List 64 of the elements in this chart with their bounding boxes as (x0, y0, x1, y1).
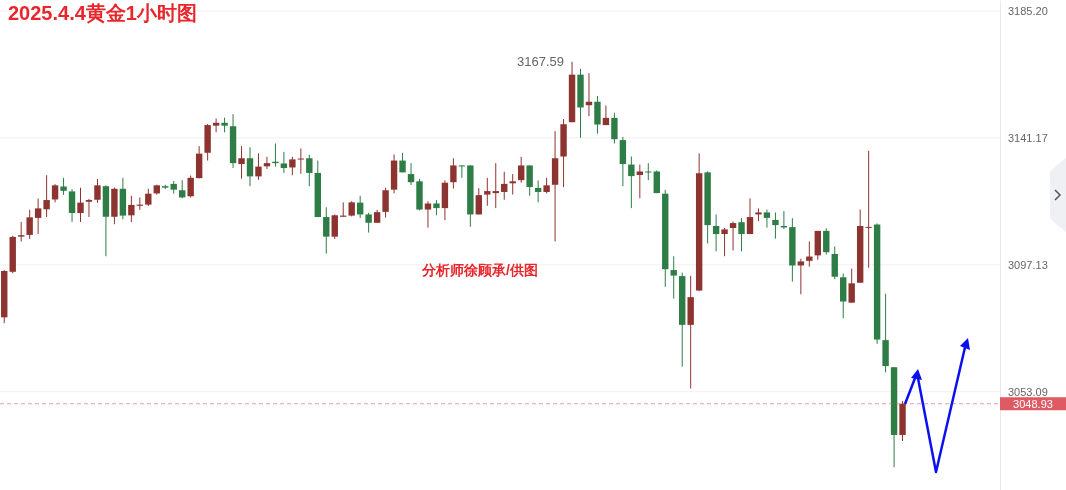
candlestick (475, 187, 483, 215)
candlestick (797, 258, 805, 295)
candlestick (484, 177, 491, 207)
chart-title: 2025.4.4黄金1小时图 (8, 2, 197, 24)
candlestick (517, 156, 525, 184)
candlestick (619, 136, 627, 187)
candlestick (365, 212, 372, 234)
candlestick (187, 175, 194, 198)
annotation: 3167.59 (517, 54, 565, 70)
annotation: 分析师徐顾承/供图 (421, 261, 538, 278)
candlestick (331, 213, 338, 240)
candlestick (628, 156, 635, 209)
candlestick (712, 213, 720, 252)
y-tick-label: 3185.20 (1008, 4, 1048, 17)
candlestick (407, 162, 415, 186)
candlestick (128, 195, 135, 223)
candlestick (85, 198, 93, 218)
candlestick (280, 151, 288, 174)
y-tick-label: 3141.17 (1008, 131, 1048, 144)
candlestick (255, 152, 262, 181)
candlestick (823, 227, 830, 256)
candlestick (458, 164, 466, 179)
candlestick (450, 157, 457, 190)
candlestick (492, 162, 499, 209)
candlestick (509, 173, 516, 196)
candlestick (594, 95, 601, 135)
candlestick (246, 146, 254, 187)
candlestick (238, 145, 245, 180)
candlestick (721, 227, 728, 257)
candlestick (323, 206, 330, 255)
y-tick-label: 3053.09 (1008, 385, 1048, 398)
candlestick (51, 183, 59, 203)
candlestick (763, 209, 771, 229)
candlestick (68, 188, 76, 223)
candlestick (34, 198, 42, 235)
candlestick (17, 221, 25, 243)
candlestick (43, 174, 50, 218)
candlestick (611, 112, 618, 145)
candlestick (746, 197, 754, 235)
candlestick (26, 209, 33, 240)
candlestick (772, 211, 779, 240)
candlestick (645, 162, 652, 181)
candlestick (94, 178, 101, 204)
candlestick (526, 164, 533, 197)
candlestick (212, 117, 220, 133)
candlestick (263, 156, 271, 170)
candlestick (738, 217, 745, 252)
ref-line-label: 3048.93 (1013, 397, 1053, 410)
candlestick (729, 221, 737, 251)
candlestick (77, 187, 84, 223)
candlestick (848, 268, 855, 304)
y-tick-label: 3097.13 (1008, 258, 1048, 271)
candlestick (289, 156, 296, 176)
candlestick (382, 187, 389, 219)
candlestick (297, 147, 305, 175)
candlestick (424, 200, 432, 229)
candlestick (865, 150, 872, 269)
candlestick (806, 241, 813, 268)
candlestick (501, 171, 508, 201)
candlestick (670, 255, 677, 300)
candlestick (179, 179, 186, 199)
candlestick (306, 154, 313, 187)
candlestick (831, 245, 838, 280)
candlestick (534, 179, 542, 203)
